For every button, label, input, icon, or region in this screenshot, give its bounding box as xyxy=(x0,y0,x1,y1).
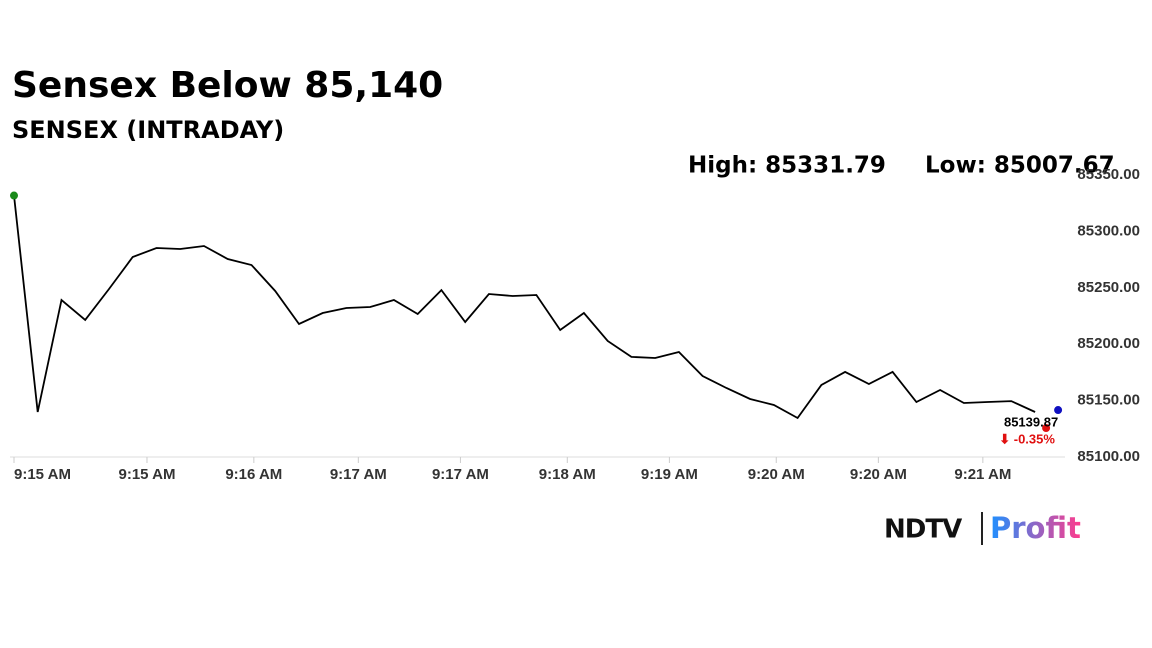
x-tick-label: 9:20 AM xyxy=(850,466,907,483)
change-dot xyxy=(1042,424,1051,433)
x-tick-label: 9:20 AM xyxy=(748,466,805,483)
logo-brand: NDTV xyxy=(884,515,962,545)
x-tick-label: 9:16 AM xyxy=(225,466,282,483)
start-dot xyxy=(10,191,18,200)
y-tick-label: 85350.00 xyxy=(1077,166,1140,183)
end-dot xyxy=(1054,406,1063,415)
x-tick-label: 9:15 AM xyxy=(118,466,175,483)
change-label: ⬇ -0.35% xyxy=(999,431,1055,446)
x-tick-label: 9:17 AM xyxy=(330,466,387,483)
chart-title: Sensex Below 85,140 xyxy=(12,65,443,106)
x-tick-label: 9:18 AM xyxy=(539,466,596,483)
x-tick-label: 9:19 AM xyxy=(641,466,698,483)
high-text: High: 85331.79 xyxy=(688,153,886,179)
y-tick-label: 85150.00 xyxy=(1077,392,1140,409)
x-tick-label: 9:15 AM xyxy=(14,466,71,483)
y-tick-label: 85300.00 xyxy=(1077,222,1140,239)
chart-subtitle: SENSEX (INTRADAY) xyxy=(12,116,284,144)
x-tick-label: 9:21 AM xyxy=(954,466,1011,483)
last-label: 85139.87 xyxy=(1004,414,1058,429)
x-tick-label: 9:17 AM xyxy=(432,466,489,483)
low-text: Low: 85007.67 xyxy=(925,153,1115,179)
logo-product: Profit xyxy=(990,511,1081,545)
y-tick-label: 85250.00 xyxy=(1077,279,1140,296)
y-tick-label: 85100.00 xyxy=(1077,448,1140,465)
line xyxy=(13,195,1036,420)
y-tick-label: 85200.00 xyxy=(1077,335,1140,352)
